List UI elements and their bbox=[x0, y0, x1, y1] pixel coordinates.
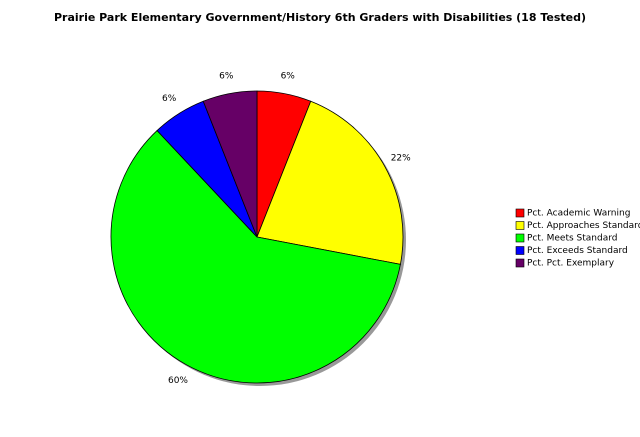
pie-slice bbox=[110, 130, 401, 384]
pie-slice bbox=[202, 90, 258, 238]
legend-label: Pct. Pct. Exemplary bbox=[527, 259, 615, 269]
legend-swatch bbox=[515, 221, 525, 230]
legend-label: Pct. Exceeds Standard bbox=[527, 246, 628, 256]
pie-slice bbox=[256, 100, 404, 265]
legend-swatch bbox=[515, 208, 525, 218]
slice-label: 22% bbox=[391, 153, 411, 163]
legend-swatch bbox=[515, 246, 525, 255]
slice-label: 60% bbox=[168, 376, 188, 386]
legend-swatch bbox=[515, 258, 525, 268]
legend-label: Pct. Meets Standard bbox=[527, 234, 618, 244]
chart-title: Prairie Park Elementary Government/Histo… bbox=[54, 11, 586, 24]
legend-swatch bbox=[515, 233, 525, 243]
slice-label: 6% bbox=[162, 94, 177, 104]
legend-label: Pct. Academic Warning bbox=[527, 209, 630, 219]
slice-label: 6% bbox=[281, 71, 296, 81]
legend-label: Pct. Approaches Standard bbox=[527, 221, 640, 231]
slice-label: 6% bbox=[219, 71, 234, 81]
